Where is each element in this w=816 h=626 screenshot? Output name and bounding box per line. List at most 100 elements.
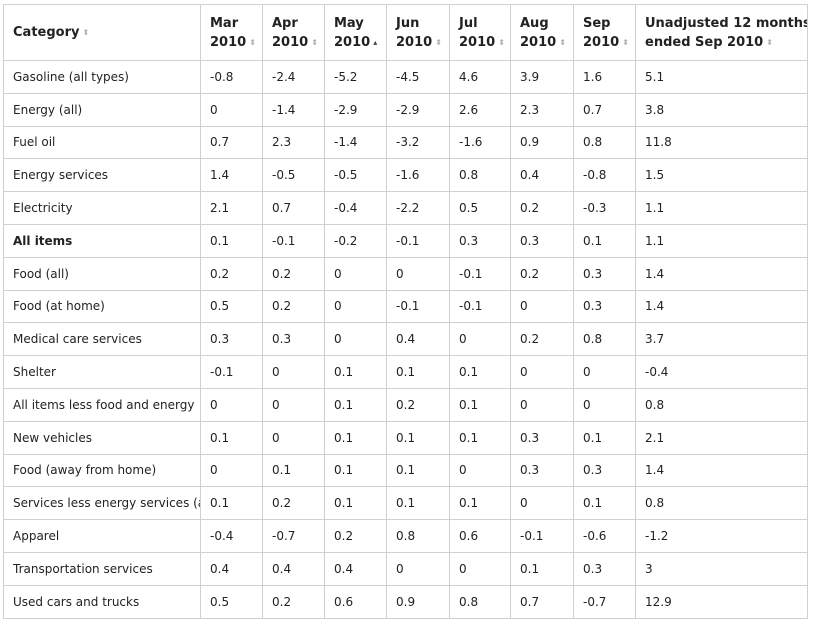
category-cell: Gasoline (all types) xyxy=(3,60,201,94)
value-cell: -0.8 xyxy=(200,60,263,94)
value-cell: 0.1 xyxy=(449,355,511,389)
value-cell: 2.6 xyxy=(449,92,511,127)
sort-updown-icon[interactable]: ⬍ xyxy=(435,37,442,47)
value-cell: 0.4 xyxy=(324,551,387,586)
value-cell: 0.3 xyxy=(449,223,511,258)
value-cell: -2.4 xyxy=(262,60,325,94)
value-cell: -0.5 xyxy=(324,158,387,193)
value-cell: 0.4 xyxy=(200,551,263,586)
value-cell: 0.2 xyxy=(324,519,387,553)
column-header-label: Sep xyxy=(583,15,611,31)
value-cell: 1.4 xyxy=(635,256,808,291)
value-cell: -2.2 xyxy=(386,191,450,225)
value-cell: -0.1 xyxy=(386,223,450,258)
value-cell: 0.5 xyxy=(449,191,511,225)
header-row: Category ⬍ Mar 2010 ⬍ Apr 2010 ⬍ May 2010 ▴ Jun 2010… xyxy=(3,4,808,61)
value-cell: 0.7 xyxy=(573,92,636,127)
value-cell: 0.2 xyxy=(386,387,450,422)
column-header-label: ended Sep 2010 xyxy=(645,34,764,50)
value-cell: 0.1 xyxy=(200,420,263,455)
table-body: Gasoline (all types) -0.8 -2.4 -5.2 -4.5 4.6 3… xyxy=(3,60,808,619)
value-cell: 0.2 xyxy=(262,256,325,291)
value-cell: 0.2 xyxy=(262,289,325,324)
category-cell: Food (at home) xyxy=(3,289,201,324)
column-header-1[interactable]: Mar 2010 ⬍ xyxy=(200,4,263,61)
value-cell: 0.8 xyxy=(573,125,636,160)
value-cell: -0.2 xyxy=(324,223,387,258)
value-cell: 0.3 xyxy=(573,453,636,488)
sort-updown-icon[interactable]: ⬍ xyxy=(559,37,566,47)
value-cell: 0.1 xyxy=(386,486,450,521)
category-cell: New vehicles xyxy=(3,420,201,455)
value-cell: -0.1 xyxy=(200,355,263,389)
sort-updown-icon[interactable]: ⬍ xyxy=(766,37,773,47)
value-cell: 0.1 xyxy=(324,453,387,488)
value-cell: 0.1 xyxy=(262,453,325,488)
column-header-2[interactable]: Apr 2010 ⬍ xyxy=(262,4,325,61)
column-header-8[interactable]: Unadjusted 12 months ended Sep 2010 ⬍ xyxy=(635,4,808,61)
value-cell: 0.3 xyxy=(510,223,574,258)
value-cell: 0.7 xyxy=(262,191,325,225)
value-cell: 0 xyxy=(200,92,263,127)
table-row: Used cars and trucks 0.5 0.2 0.6 0.9 0.8 0.7 -0… xyxy=(3,584,808,619)
sort-updown-icon[interactable]: ⬍ xyxy=(622,37,629,47)
column-header-7[interactable]: Sep 2010 ⬍ xyxy=(573,4,636,61)
value-cell: 0.6 xyxy=(449,519,511,553)
column-header-label: May xyxy=(334,15,364,31)
column-header-label: Jun xyxy=(396,15,420,31)
value-cell: 0.8 xyxy=(386,519,450,553)
value-cell: -0.4 xyxy=(635,355,808,389)
value-cell: -0.6 xyxy=(573,519,636,553)
column-header-label: 2010 xyxy=(334,34,371,50)
category-cell: Transportation services xyxy=(3,551,201,586)
column-header-4[interactable]: Jun 2010 ⬍ xyxy=(386,4,450,61)
value-cell: 0 xyxy=(573,355,636,389)
value-cell: 0.3 xyxy=(510,420,574,455)
sort-ascending-icon[interactable]: ▴ xyxy=(373,37,378,47)
category-cell: Medical care services xyxy=(3,322,201,357)
value-cell: 0.5 xyxy=(200,584,263,619)
column-header-6[interactable]: Aug 2010 ⬍ xyxy=(510,4,574,61)
value-cell: 0.7 xyxy=(200,125,263,160)
value-cell: 0.8 xyxy=(449,158,511,193)
value-cell: 0.9 xyxy=(386,584,450,619)
value-cell: 0.1 xyxy=(200,486,263,521)
value-cell: 0.1 xyxy=(324,387,387,422)
value-cell: -0.1 xyxy=(449,256,511,291)
cpi-table: Category ⬍ Mar 2010 ⬍ Apr 2010 ⬍ May 2010 ▴ Jun 2010… xyxy=(3,4,808,619)
column-header-5[interactable]: Jul 2010 ⬍ xyxy=(449,4,511,61)
value-cell: 0 xyxy=(449,322,511,357)
column-header-label: 2010 xyxy=(583,34,620,50)
value-cell: 0.4 xyxy=(510,158,574,193)
table-row: Services less energy services (all) 0.1 0.… xyxy=(3,486,808,521)
sort-updown-icon[interactable]: ⬍ xyxy=(311,37,318,47)
value-cell: 0 xyxy=(200,453,263,488)
value-cell: -0.1 xyxy=(510,519,574,553)
value-cell: 3.7 xyxy=(635,322,808,357)
value-cell: 0.6 xyxy=(324,584,387,619)
category-cell: Food (away from home) xyxy=(3,453,201,488)
column-header-label: 2010 xyxy=(459,34,496,50)
value-cell: 0.3 xyxy=(573,289,636,324)
value-cell: 0 xyxy=(262,355,325,389)
value-cell: 1.1 xyxy=(635,191,808,225)
value-cell: 0.2 xyxy=(510,322,574,357)
value-cell: 0 xyxy=(510,486,574,521)
category-cell: Energy (all) xyxy=(3,92,201,127)
value-cell: 0.1 xyxy=(449,420,511,455)
value-cell: 0.1 xyxy=(324,486,387,521)
column-header-0[interactable]: Category ⬍ xyxy=(3,4,201,61)
sort-updown-icon[interactable]: ⬍ xyxy=(498,37,505,47)
value-cell: -0.1 xyxy=(449,289,511,324)
value-cell: -1.4 xyxy=(324,125,387,160)
sort-updown-icon[interactable]: ⬍ xyxy=(82,28,90,37)
table-row: Electricity 2.1 0.7 -0.4 -2.2 0.5 0.2 -0.3 1.1 xyxy=(3,191,808,225)
table-row: Medical care services 0.3 0.3 0 0.4 0 0.2 0.8 3.… xyxy=(3,322,808,357)
category-cell: Services less energy services (all) xyxy=(3,486,201,521)
value-cell: 0 xyxy=(449,551,511,586)
value-cell: 0.1 xyxy=(573,486,636,521)
value-cell: 1.4 xyxy=(200,158,263,193)
sort-updown-icon[interactable]: ⬍ xyxy=(249,37,256,47)
column-header-3[interactable]: May 2010 ▴ xyxy=(324,4,387,61)
column-header-label: 2010 xyxy=(520,34,557,50)
